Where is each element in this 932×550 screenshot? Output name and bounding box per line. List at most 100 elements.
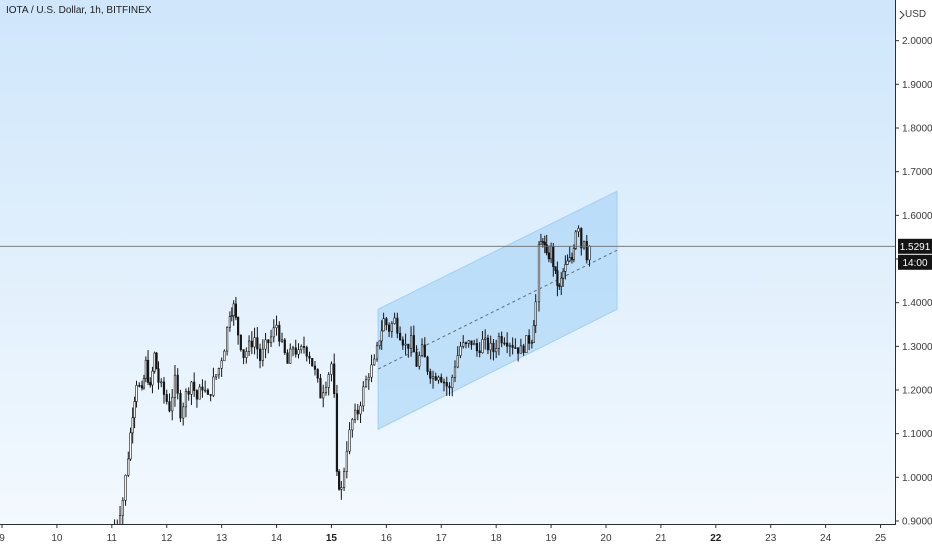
candle [489, 335, 492, 360]
x-tick: 15 [326, 524, 337, 544]
x-tick-label: 14 [271, 533, 283, 544]
candle [359, 401, 362, 424]
y-tick-label: 2.0000 [902, 36, 932, 47]
candle [193, 372, 196, 397]
candle-body [313, 365, 317, 370]
candle-body [543, 241, 546, 245]
candle [362, 381, 365, 412]
candle-body [459, 346, 462, 356]
candle-body [201, 386, 204, 391]
candle-body [245, 351, 248, 358]
candle [258, 343, 262, 369]
candle [302, 336, 306, 354]
time-axis[interactable] [0, 524, 932, 550]
candle [345, 441, 348, 479]
x-tick: 14 [271, 524, 283, 544]
candle-body [517, 347, 520, 354]
candle [525, 335, 528, 353]
candle [353, 403, 357, 424]
candle-body [160, 381, 163, 384]
candle-body [362, 386, 365, 407]
candle [451, 374, 454, 397]
candle-body [305, 347, 308, 357]
candle-body [545, 244, 548, 254]
y-tick: 1.7000 [895, 167, 932, 178]
candle [245, 347, 248, 364]
candle-body [415, 351, 418, 367]
y-tick: 0.9000 [895, 517, 932, 528]
candle [153, 351, 156, 374]
y-tick: 1.0000 [895, 473, 932, 484]
candle-body [552, 246, 555, 267]
y-tick: 1.9000 [895, 80, 932, 91]
candle-body [253, 337, 256, 348]
candle [582, 240, 586, 250]
candle-body [198, 386, 201, 400]
candle-body [570, 257, 574, 260]
x-tick: 23 [765, 524, 777, 544]
candle-body [453, 366, 457, 378]
candle [278, 321, 281, 347]
candle-body [311, 358, 314, 367]
candle-body [409, 335, 413, 349]
candle-body [373, 358, 376, 366]
candle-body [426, 356, 429, 372]
candle [519, 338, 522, 354]
x-tick-label: 13 [216, 533, 228, 544]
x-axis-ticks: 9 10 11 12 13 14 15 16 17 18 19 20 21 22 23 24 25 [0, 524, 887, 544]
candle [226, 326, 229, 356]
countdown-tag [898, 254, 932, 270]
candle-body [486, 337, 490, 351]
candle [396, 312, 399, 339]
candle-body [316, 369, 319, 379]
candle [230, 307, 233, 322]
candle [275, 315, 278, 336]
candle [256, 327, 259, 359]
candle-body [149, 382, 152, 386]
candle-body [256, 337, 259, 350]
candle-body [204, 389, 207, 392]
candle-body [193, 381, 196, 391]
y-tick-label: 1.8000 [902, 124, 932, 135]
candle-body [429, 371, 432, 379]
y-tick: 1.4000 [895, 298, 932, 309]
candle-body [330, 363, 333, 375]
candle [566, 254, 569, 265]
x-tick-label: 18 [491, 533, 503, 544]
y-tick-label: 1.2000 [902, 386, 932, 397]
candle-body [335, 393, 339, 472]
candle-body [162, 381, 166, 395]
candle-body [215, 374, 218, 378]
candle [423, 337, 426, 358]
last-price-value: 1.5291 [900, 242, 931, 253]
candle [356, 404, 359, 421]
candle-body [269, 336, 273, 344]
candle [160, 378, 163, 388]
candle [286, 349, 289, 364]
candle [456, 346, 459, 369]
regression-channel[interactable] [377, 190, 618, 431]
candle [335, 384, 339, 476]
candle-body [404, 343, 407, 346]
candle [201, 379, 204, 398]
candle-body [157, 368, 160, 383]
candle-body [133, 401, 136, 419]
candle [497, 332, 501, 356]
candle [580, 227, 583, 256]
x-tick-label: 17 [436, 533, 448, 544]
candle [124, 474, 127, 506]
candle-body [319, 377, 322, 399]
candle [212, 367, 215, 398]
candle [503, 337, 506, 346]
candle [190, 381, 193, 406]
candle-body [297, 349, 300, 355]
candle-body [522, 345, 525, 353]
candle-body [184, 390, 188, 408]
candle-body [514, 347, 517, 349]
candle-body [412, 335, 415, 353]
candle-body [385, 318, 388, 326]
candle-body [272, 327, 275, 338]
y-tick-label: 1.9000 [902, 80, 932, 91]
candle [467, 340, 470, 348]
